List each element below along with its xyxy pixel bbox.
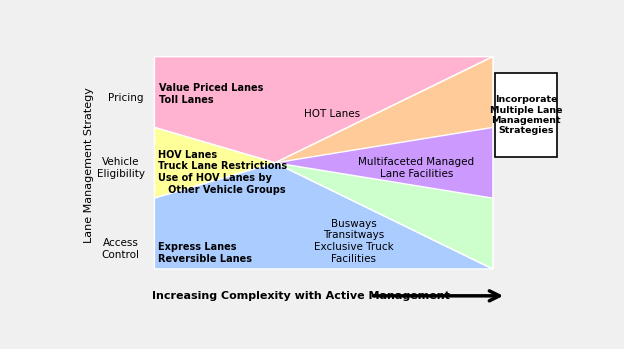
Text: Vehicle
Eligibility: Vehicle Eligibility [97, 157, 145, 179]
FancyBboxPatch shape [495, 73, 557, 157]
Text: Pricing: Pricing [108, 93, 143, 103]
Polygon shape [275, 57, 493, 163]
Polygon shape [275, 57, 493, 269]
Polygon shape [154, 57, 493, 163]
Text: Value Priced Lanes
Toll Lanes: Value Priced Lanes Toll Lanes [159, 83, 263, 105]
Polygon shape [275, 163, 493, 269]
Text: Multifaceted Managed
Lane Facilities: Multifaceted Managed Lane Facilities [358, 157, 475, 179]
Text: Lane Management Strategy: Lane Management Strategy [84, 88, 94, 244]
Text: Increasing Complexity with Active Management: Increasing Complexity with Active Manage… [152, 291, 449, 301]
Text: HOV Lanes
Truck Lane Restrictions
Use of HOV Lanes by
   Other Vehicle Groups: HOV Lanes Truck Lane Restrictions Use of… [158, 150, 287, 195]
Text: Express Lanes
Reversible Lanes: Express Lanes Reversible Lanes [158, 242, 252, 263]
Polygon shape [154, 127, 275, 198]
Text: HOT Lanes: HOT Lanes [304, 110, 360, 119]
Text: Busways
Transitways
Exclusive Truck
Facilities: Busways Transitways Exclusive Truck Faci… [314, 219, 394, 264]
Polygon shape [154, 163, 493, 269]
Text: Incorporate
Multiple Lane
Management
Strategies: Incorporate Multiple Lane Management Str… [490, 95, 563, 135]
Text: Access
Control: Access Control [102, 238, 140, 260]
